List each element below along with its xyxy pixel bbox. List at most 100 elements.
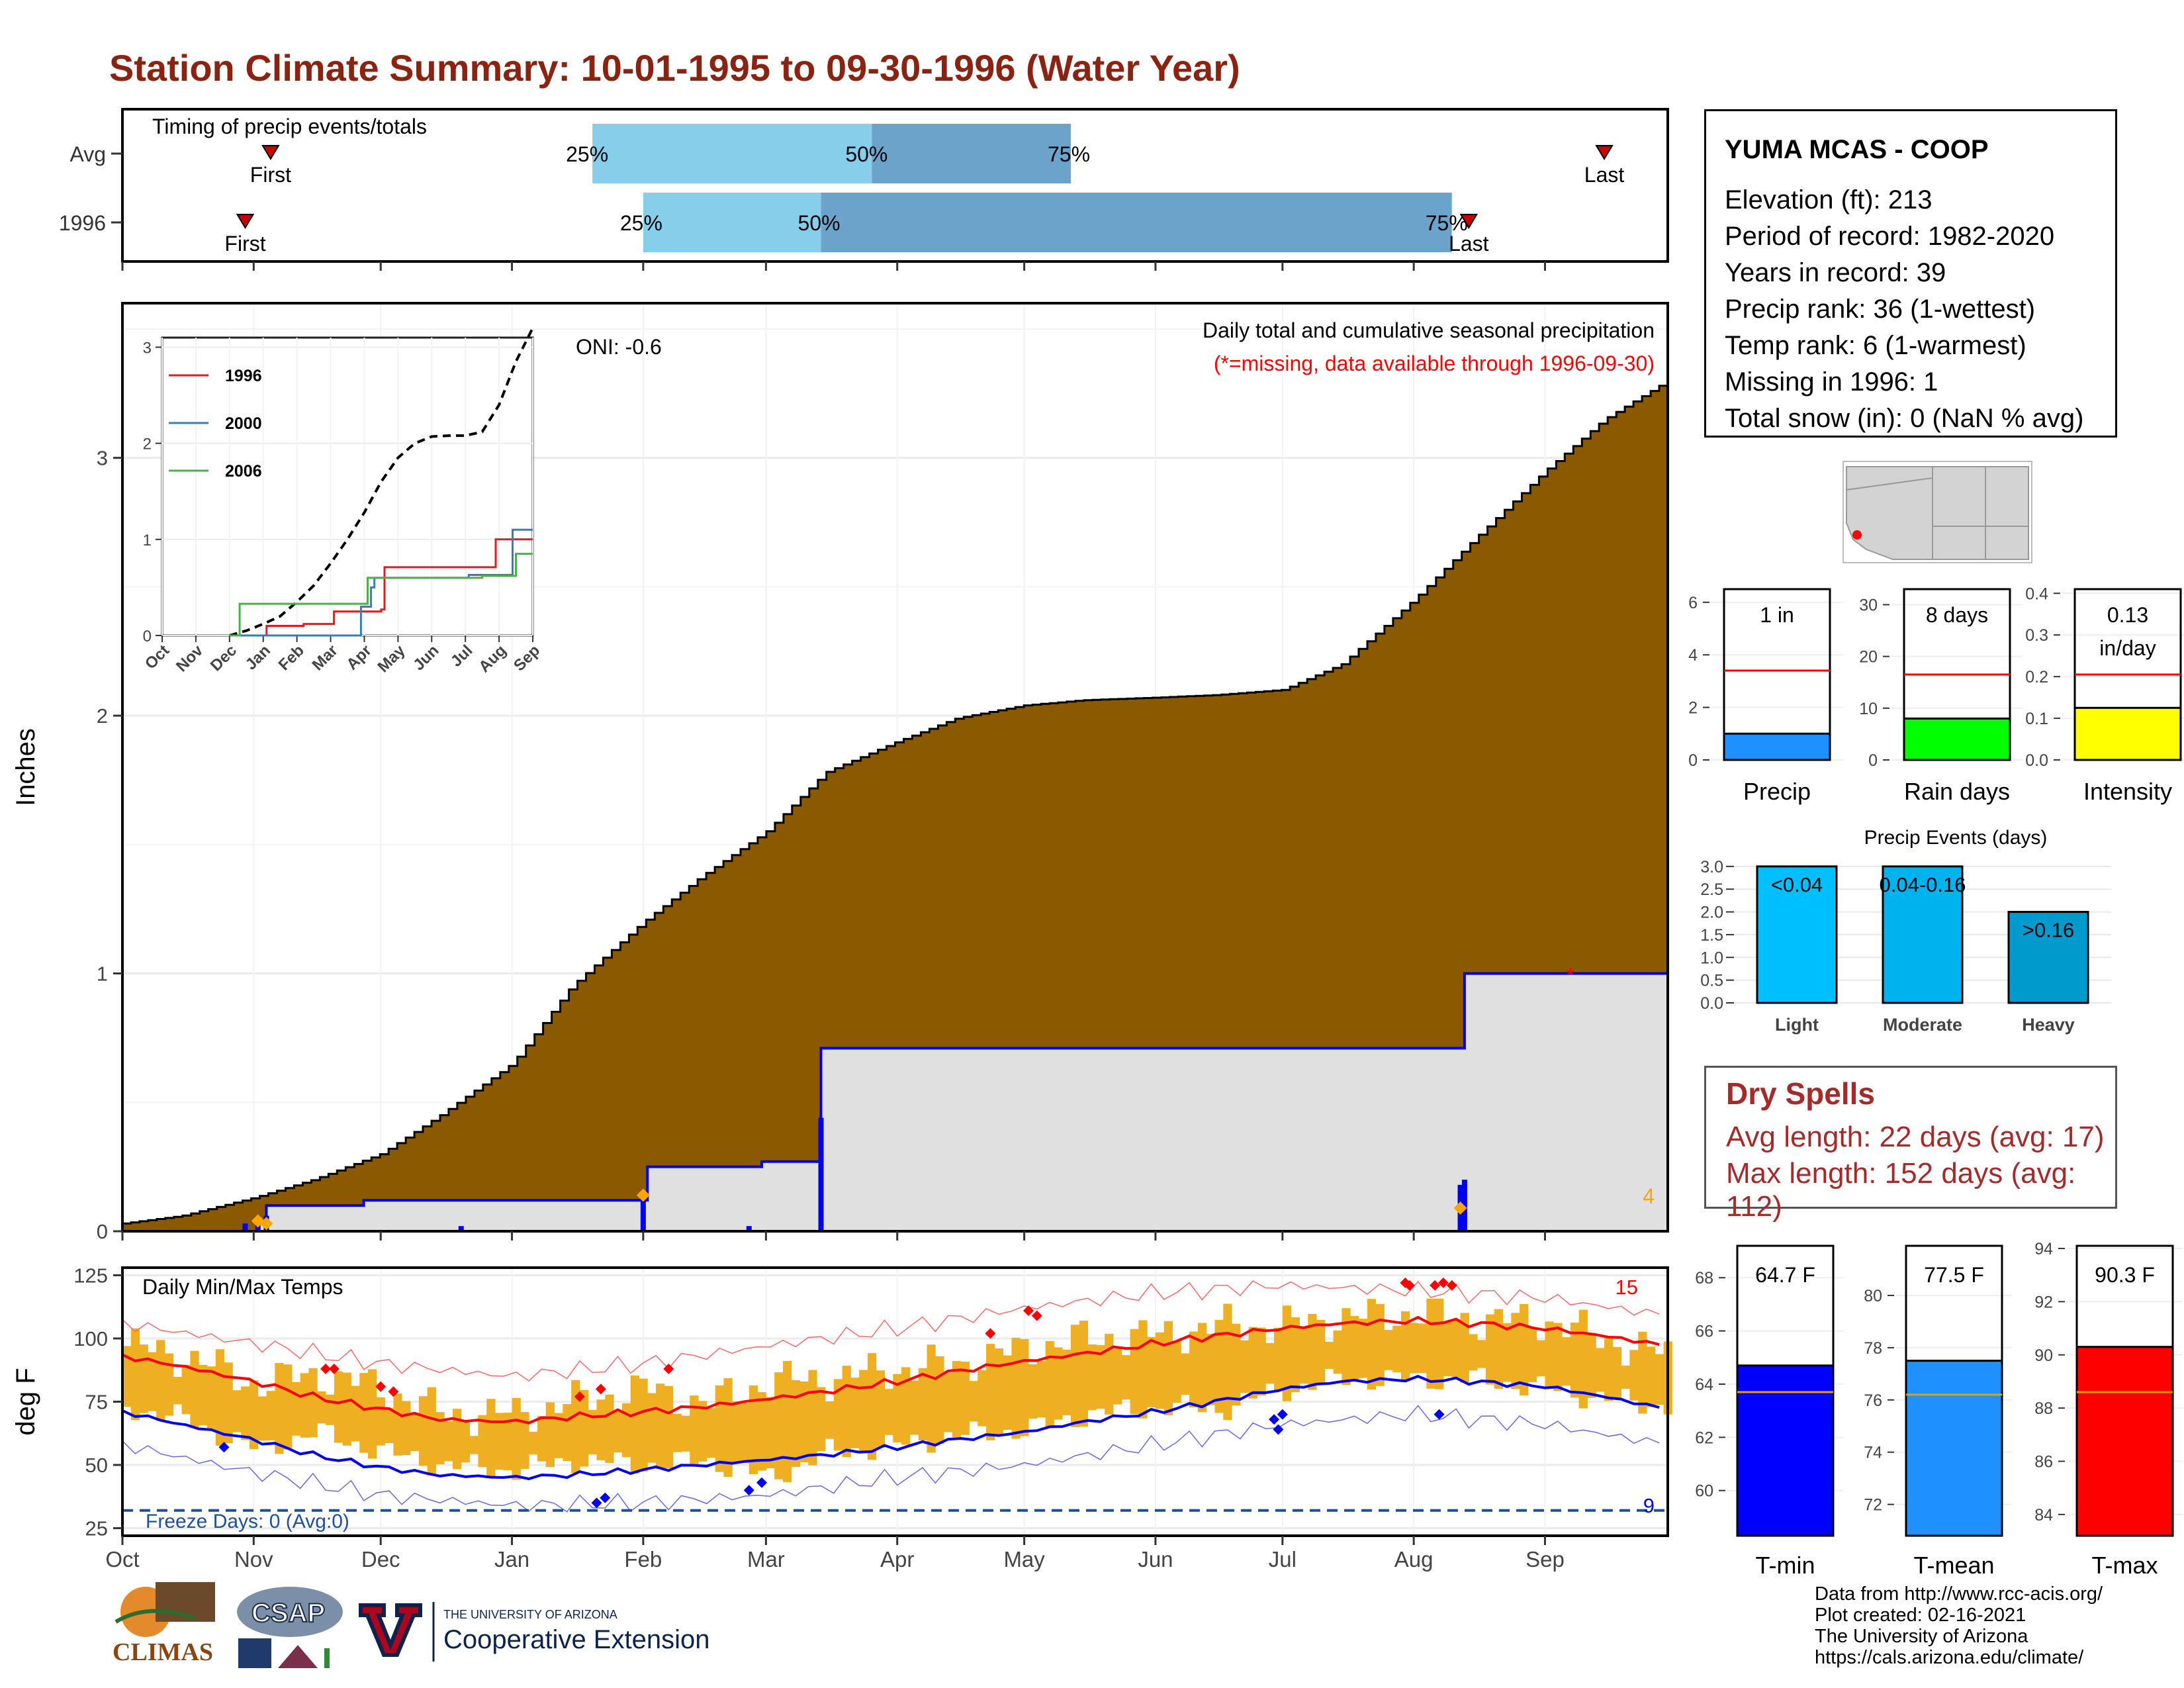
daily-temp-bar (1189, 1331, 1199, 1408)
daily-temp-bar (130, 1328, 140, 1421)
daily-temp-bar (1443, 1321, 1453, 1377)
last-event-marker (1459, 214, 1479, 229)
daily-temp-bar (1367, 1299, 1377, 1390)
gauge-bg (1711, 589, 1843, 760)
daily-temp-bar (1308, 1313, 1317, 1390)
events-bar-label: >0.16 (2023, 919, 2074, 942)
daily-temp-bar (181, 1364, 191, 1415)
daily-temp-bar (266, 1391, 275, 1441)
daily-temp-bar (402, 1401, 411, 1456)
large-event-diamond (1453, 1201, 1467, 1215)
daily-temp-bar (1570, 1323, 1580, 1398)
inset-avg-dashed-line (229, 327, 534, 637)
daily-temp-bar (579, 1389, 589, 1467)
dry-spells-avg: Avg length: 22 days (avg: 17) (1726, 1121, 2105, 1153)
precip-y-axis-label: Inches (11, 728, 40, 806)
timing-row-label: Avg (69, 142, 106, 166)
daily-temp-bar (766, 1397, 775, 1468)
gauge-category-label: Precip (1743, 778, 1811, 805)
daily-temp-bar (1527, 1328, 1537, 1383)
gauge-y-tick-label: 0.0 (2025, 751, 2048, 770)
inset-legend-label: 2000 (225, 414, 262, 433)
daily-temp-bar (452, 1409, 462, 1470)
daily-temp-bar (1257, 1327, 1266, 1396)
inset-y-tick-label: 1 (143, 532, 152, 549)
daily-temp-bar (1299, 1327, 1308, 1384)
daily-temp-bar (554, 1413, 563, 1458)
temps-y-axis-label: deg F (11, 1368, 40, 1435)
daily-temp-bar (139, 1344, 148, 1413)
daily-temp-bar (1359, 1319, 1368, 1378)
daily-precip-bar (242, 1223, 248, 1231)
gauge-y-tick-label: 0 (1868, 751, 1878, 770)
daily-temp-bar (1647, 1346, 1656, 1407)
gauge-category-label: Rain days (1904, 778, 2010, 805)
tgauge-y-tick-label: 76 (1864, 1391, 1882, 1410)
avg-min-line (122, 1374, 1660, 1481)
daily-temp-bar (206, 1366, 216, 1430)
timing-pct-label: 50% (845, 142, 887, 166)
daily-temp-bar (326, 1394, 335, 1425)
record-low-marker (756, 1477, 767, 1488)
daily-temp-bar (1147, 1336, 1156, 1407)
gauge-y-tick-label: 4 (1688, 646, 1698, 665)
daily-temp-bar (774, 1372, 784, 1479)
daily-temp-bar (351, 1385, 360, 1442)
tgauge-category-label: T-min (1756, 1552, 1815, 1579)
daily-temp-bar (596, 1399, 606, 1460)
tgauge-y-tick-label: 64 (1695, 1376, 1713, 1394)
daily-temp-bar (715, 1385, 724, 1472)
tgauge-frame (1905, 1244, 2003, 1537)
gauge-value-label: in/day (2099, 636, 2156, 660)
daily-temp-bar (690, 1395, 699, 1464)
record-high-marker (1023, 1305, 1034, 1316)
daily-temp-bar (1240, 1340, 1250, 1393)
inset-series-line (229, 538, 533, 637)
daily-temp-bar (935, 1356, 944, 1444)
daily-temp-bar (1324, 1342, 1334, 1370)
record-high-marker (985, 1328, 996, 1339)
daily-temp-bar (1020, 1338, 1029, 1436)
daily-temp-bar (799, 1381, 809, 1462)
tgauge-value-bar (1736, 1364, 1835, 1537)
daily-temp-bar (486, 1399, 496, 1477)
ua-cooperative-extension-logo: THE UNIVERSITY OF ARIZONA Cooperative Ex… (357, 1599, 754, 1665)
events-y-tick-label: 0.5 (1700, 972, 1723, 990)
daily-temp-bar (901, 1367, 911, 1445)
gauge-y-tick-label: 30 (1859, 596, 1878, 614)
station-period: Period of record: 1982-2020 (1725, 222, 2055, 251)
daily-temp-bar (1612, 1346, 1622, 1398)
month-tick-label: Sep (1525, 1547, 1565, 1571)
daily-temp-bar (435, 1412, 445, 1465)
record-low-marker (1273, 1424, 1284, 1435)
daily-temp-bar (418, 1396, 428, 1466)
daily-temp-bar (410, 1414, 420, 1452)
record-low-marker (743, 1485, 754, 1496)
daily-temp-bar (444, 1421, 453, 1462)
oni-label: ONI: -0.6 (576, 335, 662, 359)
record-high-marker (1446, 1280, 1457, 1291)
record-high-marker (328, 1363, 340, 1374)
daily-temp-bar (1291, 1317, 1300, 1392)
month-tick-label: Oct (105, 1547, 139, 1571)
daily-temp-bar (1502, 1323, 1512, 1382)
gauge-value-label: 8 days (1926, 603, 1988, 627)
daily-temp-bar (478, 1415, 487, 1468)
daily-precip-bar (640, 1197, 646, 1231)
events-bar-label: 0.04-0.16 (1880, 873, 1966, 896)
daily-temp-bar (664, 1385, 674, 1469)
daily-temp-bar (494, 1413, 504, 1470)
station-name: YUMA MCAS - COOP (1725, 135, 1989, 164)
daily-temp-bar (512, 1397, 521, 1480)
daily-temp-bar (1553, 1323, 1563, 1391)
events-y-tick-label: 2.5 (1700, 880, 1723, 899)
daily-temp-bar (1214, 1319, 1224, 1413)
month-tick-label: Jul (1269, 1547, 1297, 1571)
daily-temp-bar (698, 1401, 707, 1462)
daily-temp-bar (876, 1370, 886, 1448)
record-high-marker (388, 1386, 399, 1397)
tgauge-frame (1736, 1244, 1835, 1537)
inset-y-tick-label: 3 (143, 340, 152, 357)
precip-frame (121, 302, 1669, 1233)
